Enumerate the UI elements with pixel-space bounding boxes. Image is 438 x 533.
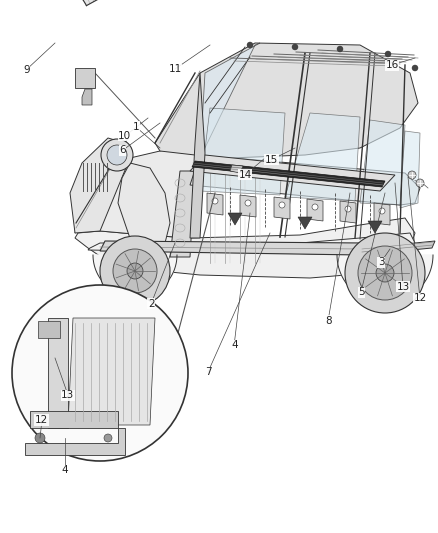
Polygon shape — [68, 318, 155, 425]
Text: 6: 6 — [119, 146, 126, 155]
Polygon shape — [337, 255, 433, 303]
Polygon shape — [200, 43, 260, 158]
Polygon shape — [118, 163, 170, 253]
Circle shape — [104, 434, 112, 442]
Polygon shape — [170, 171, 195, 257]
Polygon shape — [20, 0, 101, 6]
Text: 8: 8 — [325, 316, 332, 326]
Polygon shape — [38, 321, 60, 338]
Circle shape — [379, 208, 385, 214]
Polygon shape — [230, 165, 243, 173]
Text: 13: 13 — [61, 391, 74, 400]
Text: 4: 4 — [231, 341, 238, 350]
Text: 10: 10 — [118, 131, 131, 141]
Circle shape — [412, 65, 418, 71]
Polygon shape — [30, 411, 118, 428]
Circle shape — [358, 246, 412, 300]
Polygon shape — [207, 193, 223, 215]
Polygon shape — [48, 318, 68, 428]
Polygon shape — [192, 161, 385, 187]
Polygon shape — [75, 218, 415, 278]
Circle shape — [247, 42, 253, 48]
Polygon shape — [155, 43, 418, 158]
Text: 1: 1 — [132, 122, 139, 132]
Text: 14: 14 — [239, 170, 252, 180]
Circle shape — [292, 44, 298, 50]
Polygon shape — [70, 138, 130, 233]
Text: 3: 3 — [378, 257, 385, 267]
Polygon shape — [190, 73, 205, 238]
Text: 4: 4 — [61, 465, 68, 475]
Text: 5: 5 — [358, 287, 365, 297]
Polygon shape — [200, 108, 285, 195]
Polygon shape — [298, 217, 312, 229]
Circle shape — [376, 264, 394, 282]
Circle shape — [245, 200, 251, 206]
Polygon shape — [82, 89, 92, 105]
Text: 9: 9 — [23, 66, 30, 75]
Polygon shape — [25, 428, 125, 455]
Polygon shape — [88, 233, 415, 255]
Circle shape — [279, 202, 285, 208]
Text: 12: 12 — [35, 415, 48, 425]
Text: 16: 16 — [385, 60, 399, 70]
Polygon shape — [368, 221, 382, 233]
Polygon shape — [274, 197, 290, 219]
Circle shape — [385, 51, 391, 57]
Polygon shape — [190, 155, 395, 191]
Circle shape — [408, 171, 416, 179]
Circle shape — [312, 204, 318, 210]
Polygon shape — [228, 213, 242, 225]
Circle shape — [337, 46, 343, 52]
Polygon shape — [240, 195, 256, 217]
Circle shape — [12, 285, 188, 461]
Polygon shape — [360, 120, 405, 205]
Polygon shape — [285, 113, 360, 201]
Circle shape — [345, 206, 351, 212]
Polygon shape — [75, 143, 200, 238]
Circle shape — [107, 145, 127, 165]
Circle shape — [212, 198, 218, 204]
Circle shape — [127, 263, 143, 279]
Circle shape — [35, 433, 45, 443]
Text: 12: 12 — [414, 294, 427, 303]
Circle shape — [100, 236, 170, 306]
Circle shape — [113, 249, 157, 293]
Text: 15: 15 — [265, 155, 278, 165]
Circle shape — [345, 233, 425, 313]
Polygon shape — [340, 201, 356, 223]
Text: 11: 11 — [169, 64, 182, 74]
Polygon shape — [190, 155, 420, 205]
Polygon shape — [75, 68, 95, 88]
Circle shape — [101, 139, 133, 171]
Polygon shape — [93, 255, 177, 297]
Text: 2: 2 — [148, 299, 155, 309]
Polygon shape — [360, 241, 435, 255]
Polygon shape — [400, 131, 420, 208]
Polygon shape — [100, 241, 365, 255]
Text: 13: 13 — [396, 282, 410, 292]
Circle shape — [416, 179, 424, 187]
Text: 7: 7 — [205, 367, 212, 377]
Polygon shape — [374, 203, 390, 225]
Polygon shape — [307, 199, 323, 221]
